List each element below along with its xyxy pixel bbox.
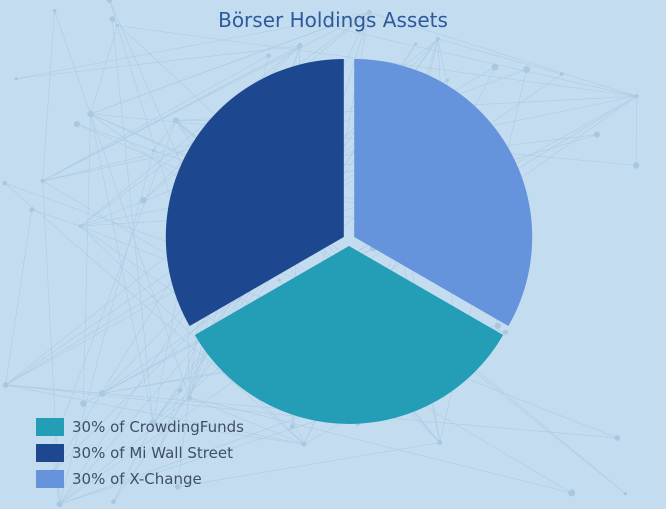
background-node — [109, 16, 116, 22]
background-link — [80, 45, 301, 227]
background-node — [14, 77, 18, 81]
background-node — [174, 484, 181, 490]
background-link — [4, 182, 187, 249]
background-node — [632, 162, 640, 169]
background-link — [189, 397, 304, 445]
pie-slice-mi-wall-street — [165, 59, 344, 326]
background-node — [157, 448, 161, 452]
background-node — [80, 400, 87, 408]
background-link — [83, 113, 91, 404]
legend-item-x-change: 30% of X-Change — [36, 466, 244, 492]
background-link — [5, 384, 103, 394]
background-link — [153, 120, 177, 151]
background-node — [614, 435, 621, 441]
background-link — [177, 442, 440, 488]
background-node — [2, 180, 7, 186]
background-link — [437, 38, 562, 75]
background-node — [151, 149, 155, 153]
background-link — [54, 10, 190, 398]
background-node — [623, 492, 628, 496]
legend-swatch — [36, 444, 64, 462]
background-link — [83, 96, 637, 405]
background-link — [328, 26, 637, 97]
background-node — [111, 499, 116, 505]
background-node — [2, 382, 9, 388]
legend-item-crowdingfunds: 30% of CrowdingFunds — [36, 414, 244, 440]
background-link — [80, 225, 305, 445]
chart-title: Börser Holdings Assets — [218, 8, 448, 32]
background-link — [152, 390, 181, 423]
legend-item-mi-wall-street: 30% of Mi Wall Street — [36, 440, 244, 466]
legend-swatch — [36, 418, 64, 436]
legend-label: 30% of Mi Wall Street — [72, 444, 233, 462]
background-link — [16, 45, 300, 79]
background-link — [5, 209, 33, 385]
background-node — [327, 24, 331, 29]
background-link — [59, 397, 190, 505]
background-link — [42, 11, 370, 182]
pie-slice-crowdingfunds — [194, 246, 504, 425]
background-link — [31, 209, 81, 227]
background-node — [491, 63, 499, 71]
legend-label: 30% of X-Change — [72, 470, 202, 488]
background-link — [4, 182, 305, 445]
background-node — [107, 0, 113, 3]
pie-slice-x-change — [354, 59, 533, 326]
background-link — [90, 25, 118, 115]
legend-swatch — [36, 470, 64, 488]
background-node — [523, 66, 530, 73]
background-link — [189, 397, 572, 494]
background-link — [369, 11, 637, 97]
background-node — [559, 72, 564, 76]
background-link — [42, 45, 301, 182]
background-link — [42, 10, 55, 182]
background-node — [52, 8, 57, 13]
background-node — [593, 131, 600, 138]
background-node — [29, 207, 35, 213]
background-node — [73, 121, 80, 128]
background-link — [42, 55, 269, 182]
legend-label: 30% of CrowdingFunds — [72, 418, 244, 436]
background-node — [177, 387, 183, 393]
background-link — [52, 120, 177, 448]
background-link — [90, 26, 330, 115]
background-node — [494, 322, 501, 330]
legend: 30% of CrowdingFunds 30% of Mi Wall Stre… — [36, 414, 244, 492]
background-link — [112, 19, 154, 423]
background-node — [277, 278, 281, 282]
background-node — [568, 489, 576, 497]
background-link — [16, 11, 370, 79]
background-node — [502, 329, 508, 335]
background-link — [90, 113, 154, 423]
background-node — [266, 53, 271, 58]
background-link — [153, 422, 304, 445]
background-link — [59, 150, 154, 505]
background-link — [113, 422, 154, 502]
background-node — [414, 42, 418, 46]
background-node — [139, 196, 147, 204]
